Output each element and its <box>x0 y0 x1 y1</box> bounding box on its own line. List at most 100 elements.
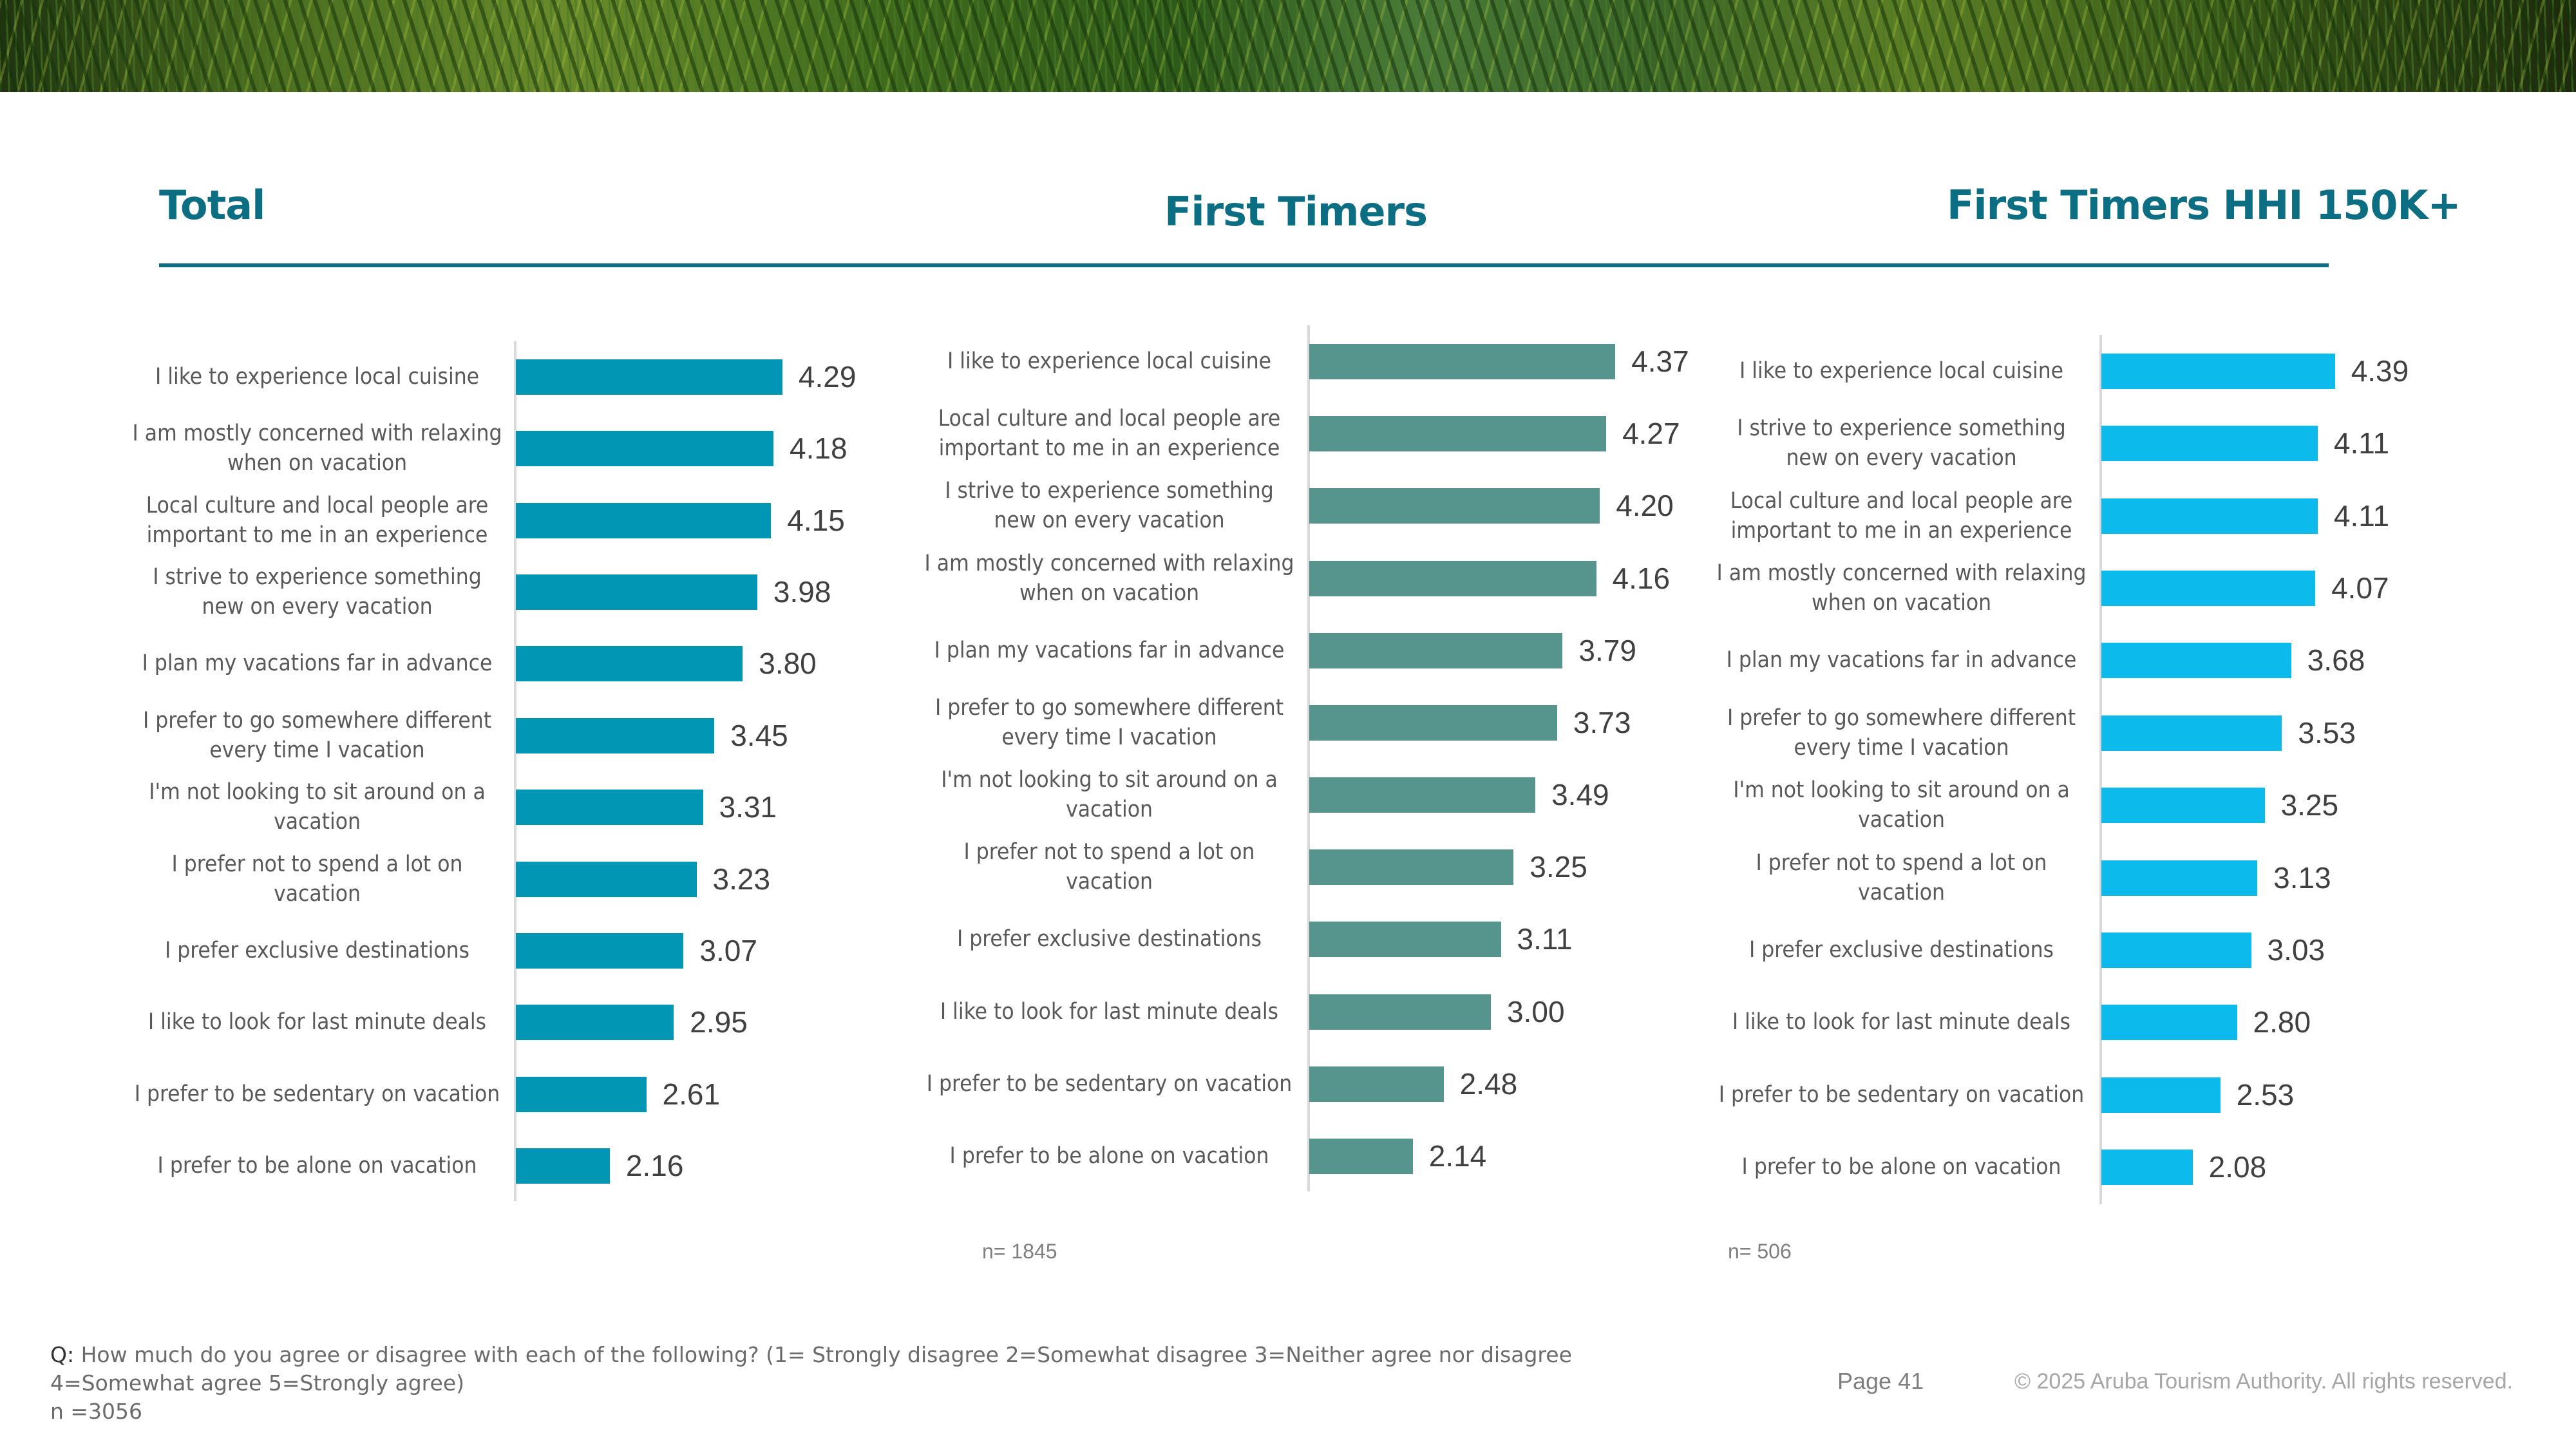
category-label: I prefer to be sedentary on vacation <box>134 1081 500 1107</box>
category-label: I like to look for last minute deals <box>940 998 1279 1025</box>
question-text: How much do you agree or disagree with e… <box>50 1342 1572 1396</box>
bar-first-timers-hhi <box>2101 932 2251 968</box>
bar-first-timers-hhi <box>2101 1077 2221 1113</box>
category-label: I plan my vacations far in advance <box>142 650 493 677</box>
value-label: 2.61 <box>662 1077 721 1111</box>
category-label: Local culture and local people are impor… <box>938 406 1281 462</box>
bar-first-timers <box>1309 705 1557 741</box>
bar-first-timers <box>1309 777 1536 813</box>
category-label: I like to experience local cuisine <box>155 364 480 390</box>
sample-size-label: n= 1845 <box>982 1240 1057 1263</box>
sample-size-label: n= 506 <box>1728 1240 1792 1263</box>
bar-first-timers <box>1309 922 1501 958</box>
category-label: I like to look for last minute deals <box>147 1009 487 1036</box>
value-label: 4.20 <box>1616 489 1674 523</box>
page-number: Page 41 <box>1837 1368 1924 1394</box>
bar-first-timers <box>1309 344 1616 379</box>
bar-total <box>516 790 703 826</box>
category-label: I prefer to be sedentary on vacation <box>1718 1081 2085 1108</box>
bar-first-timers <box>1309 632 1563 668</box>
value-label: 2.95 <box>690 1005 748 1039</box>
value-label: 3.73 <box>1573 705 1631 739</box>
bar-first-timers-hhi <box>2101 643 2291 679</box>
value-label: 2.53 <box>2236 1077 2295 1112</box>
bar-first-timers <box>1309 416 1607 452</box>
bar-first-timers-hhi <box>2101 1005 2237 1041</box>
category-label: I like to look for last minute deals <box>1732 1009 2071 1036</box>
category-label: Local culture and local people are impor… <box>146 492 489 548</box>
value-label: 2.14 <box>1428 1139 1487 1173</box>
value-label: 2.08 <box>2208 1150 2267 1184</box>
value-label: 3.13 <box>2273 860 2331 895</box>
category-label: Local culture and local people are impor… <box>1730 488 2073 544</box>
category-label: I plan my vacations far in advance <box>934 637 1285 663</box>
value-label: 4.39 <box>2351 354 2409 388</box>
category-label: I am mostly concerned with relaxing when… <box>924 550 1294 606</box>
category-label: I am mostly concerned with relaxing when… <box>132 421 502 477</box>
bar-first-timers <box>1309 1066 1444 1102</box>
value-label: 2.80 <box>2253 1005 2311 1039</box>
value-label: 4.27 <box>1622 417 1680 451</box>
value-label: 3.00 <box>1507 994 1565 1028</box>
value-label: 4.11 <box>2333 426 2390 460</box>
category-label: I prefer to go somewhere different every… <box>1727 705 2076 761</box>
category-label: I'm not looking to sit around on a vacat… <box>941 767 1278 823</box>
chart-axis-first-timers <box>1307 325 1310 1191</box>
value-label: 2.16 <box>625 1149 684 1182</box>
category-label: I strive to experience something new on … <box>945 478 1274 534</box>
value-label: 3.07 <box>699 933 757 967</box>
chart-title-first-timers: First Timers <box>1164 188 1428 235</box>
bar-total <box>516 574 757 611</box>
category-label: I prefer to go somewhere different every… <box>142 707 492 763</box>
bar-total <box>516 1076 647 1112</box>
header-banner-image <box>0 0 2576 92</box>
bar-first-timers-hhi <box>2101 715 2282 751</box>
category-label: I'm not looking to sit around on a vacat… <box>149 779 486 835</box>
bar-total <box>516 717 715 753</box>
category-label: I prefer not to spend a lot on vacation <box>963 839 1255 895</box>
bar-first-timers-hhi <box>2101 571 2316 607</box>
bar-first-timers <box>1309 994 1491 1030</box>
chart-axis-total <box>514 341 516 1201</box>
category-label: I prefer to go somewhere different every… <box>934 694 1284 750</box>
category-label: I prefer not to spend a lot on vacation <box>1756 849 2047 905</box>
value-label: 3.68 <box>2307 643 2365 677</box>
category-label: I like to experience local cuisine <box>947 348 1272 374</box>
bar-first-timers-hhi <box>2101 1150 2193 1185</box>
category-label: I strive to experience something new on … <box>1737 415 2066 471</box>
value-label: 4.18 <box>790 431 848 466</box>
chart-title-first-timers-hhi: First Timers HHI 150K+ <box>1947 182 2461 229</box>
value-label: 3.53 <box>2298 715 2356 750</box>
bar-first-timers-hhi <box>2101 354 2335 389</box>
category-label: I prefer exclusive destinations <box>164 937 469 963</box>
value-label: 3.45 <box>730 718 788 752</box>
value-label: 4.15 <box>787 503 845 537</box>
value-label: 4.37 <box>1631 345 1689 378</box>
value-label: 3.03 <box>2267 933 2325 967</box>
total-sample-size: n =3056 <box>50 1399 143 1424</box>
bar-first-timers <box>1309 488 1600 524</box>
category-label: I like to experience local cuisine <box>1739 358 2064 384</box>
bar-first-timers <box>1309 560 1596 596</box>
category-label: I strive to experience something new on … <box>153 564 482 620</box>
bar-first-timers-hhi <box>2101 788 2265 824</box>
value-label: 4.11 <box>2333 498 2390 533</box>
value-label: 4.16 <box>1612 561 1671 595</box>
category-label: I prefer not to spend a lot on vacation <box>171 851 463 907</box>
category-label: I prefer exclusive destinations <box>1748 936 2054 963</box>
chart-title-total: Total <box>159 182 265 229</box>
value-label: 3.25 <box>2280 788 2339 822</box>
value-label: 4.29 <box>798 360 857 393</box>
category-label: I am mostly concerned with relaxing when… <box>1716 560 2087 616</box>
survey-question-note: Q: How much do you agree or disagree wit… <box>50 1341 1699 1426</box>
chart-axis-first-timers-hhi <box>2099 335 2102 1204</box>
value-label: 2.48 <box>1459 1066 1518 1101</box>
question-prefix: Q: <box>50 1342 75 1367</box>
bar-total <box>516 646 743 682</box>
value-label: 3.49 <box>1551 778 1609 812</box>
category-label: I prefer to be alone on vacation <box>157 1153 477 1179</box>
bar-total <box>516 933 684 969</box>
category-label: I'm not looking to sit around on a vacat… <box>1733 777 2070 833</box>
bar-first-timers-hhi <box>2101 860 2258 896</box>
bar-first-timers <box>1309 849 1514 886</box>
